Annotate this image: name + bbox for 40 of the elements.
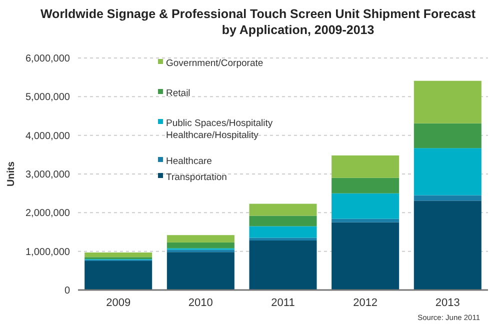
x-tick-label: 2012 (353, 297, 378, 309)
y-tick-label: 2,000,000 (26, 208, 70, 220)
bar (249, 216, 317, 226)
bar (332, 155, 400, 178)
y-tick-label: 3,000,000 (26, 170, 70, 180)
bar (332, 218, 400, 222)
bar (332, 193, 400, 219)
bar (249, 238, 317, 241)
bar (249, 226, 317, 238)
bar (414, 123, 482, 148)
y-tick-label: 0 (64, 286, 70, 296)
y-tick-label: 6,000,000 (26, 54, 70, 64)
x-tick-label: 2011 (271, 297, 295, 309)
bar (414, 148, 482, 196)
legend-label: Public Spaces/Hospitality (166, 118, 273, 129)
bar (166, 252, 234, 290)
x-tick-label: 2013 (435, 297, 460, 309)
annotation: Healthcare/Hospitality (166, 130, 259, 141)
y-axis-title: Units (6, 161, 17, 186)
legend-label: Government/Corporate (166, 58, 264, 69)
bar (249, 204, 317, 216)
legend-label: Healthcare (166, 156, 212, 167)
legend-label: Transportation (166, 172, 227, 183)
bar (414, 200, 482, 290)
bar (414, 80, 482, 124)
x-tick-label: 2009 (106, 297, 131, 309)
bar (332, 222, 400, 290)
y-tick-label: 5,000,000 (26, 92, 70, 104)
legend-label: Retail (166, 88, 190, 99)
chart-title: Worldwide Signage & Professional Touch Screen Unit Shipment Forecast by Application, 2009-2013 (40, 7, 476, 37)
bar (332, 178, 400, 194)
bar (166, 242, 234, 248)
bar (84, 261, 152, 290)
y-tick-label: 1,000,000 (26, 246, 70, 258)
bar (166, 235, 234, 242)
y-tick-label: 4,000,000 (26, 130, 70, 142)
bar (414, 195, 482, 201)
bar (84, 252, 152, 258)
x-tick-label: 2010 (188, 297, 213, 309)
bar (249, 240, 317, 290)
